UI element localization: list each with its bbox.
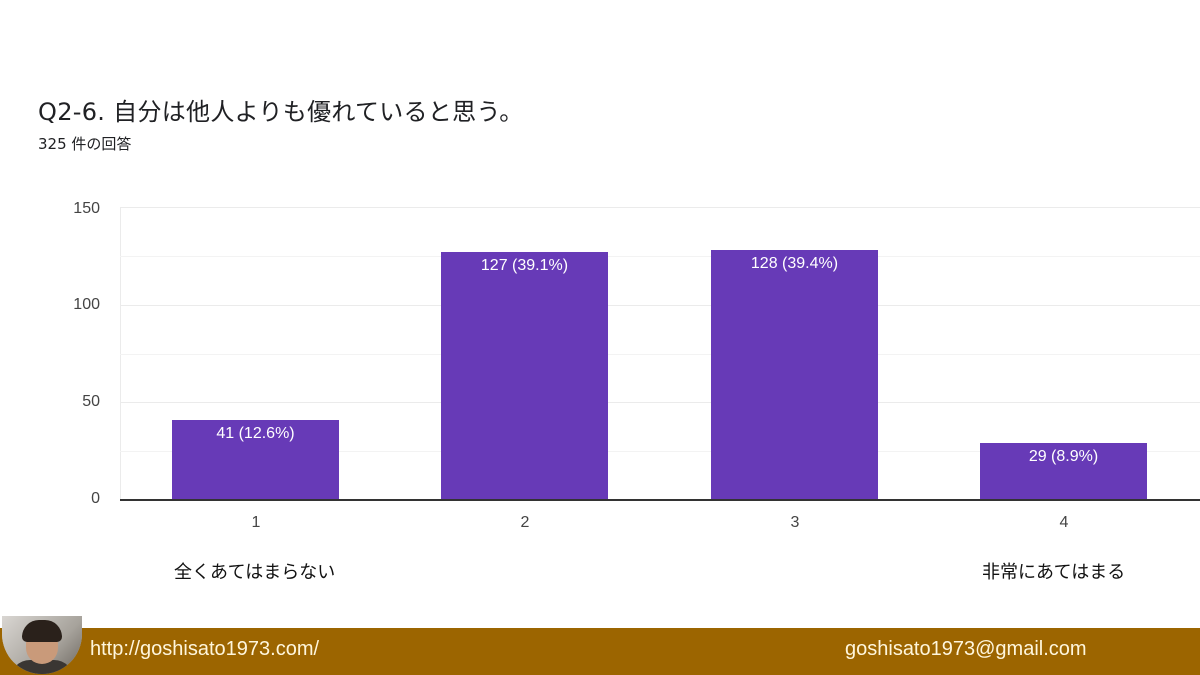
x-tick-2: 2 [520, 514, 530, 531]
bar-4-label: 29 (8.9%) [1028, 448, 1099, 465]
bar-2-label: 127 (39.1%) [480, 257, 569, 274]
y-tick-150: 150 [73, 200, 100, 217]
gridline-75 [120, 354, 1200, 355]
y-tick-100: 100 [73, 296, 100, 313]
footer-email-link[interactable]: goshisato1973@gmail.com [845, 638, 1087, 660]
bar-1-label: 41 (12.6%) [216, 425, 295, 442]
bar-4: 29 (8.9%) [980, 443, 1147, 500]
y-tick-50: 50 [82, 393, 100, 410]
gridline-150 [120, 207, 1200, 208]
gridline-25 [120, 451, 1200, 452]
response-count: 325 件の回答 [38, 135, 132, 153]
gridline-125 [120, 256, 1200, 257]
y-tick-0: 0 [91, 490, 100, 507]
bar-chart-plot-area: 41 (12.6%) 127 (39.1%) 128 (39.4%) 29 (8… [120, 207, 1200, 501]
footer-url-link[interactable]: http://goshisato1973.com/ [90, 638, 320, 660]
x-tick-4: 4 [1059, 514, 1069, 531]
bar-3-label: 128 (39.4%) [750, 255, 839, 272]
gridline-100 [120, 305, 1200, 306]
scale-label-low: 全くあてはまらない [174, 562, 336, 583]
author-avatar [2, 616, 82, 674]
bar-1: 41 (12.6%) [172, 420, 339, 500]
x-tick-3: 3 [790, 514, 800, 531]
y-axis-line [120, 207, 121, 500]
footer-bar: http://goshisato1973.com/ goshisato1973@… [0, 628, 1200, 675]
page-title: Q2-6. 自分は他人よりも優れていると思う。 [38, 98, 524, 126]
scale-label-high: 非常にあてはまる [982, 562, 1126, 583]
gridline-50 [120, 402, 1200, 403]
x-tick-1: 1 [251, 514, 261, 531]
bar-2: 127 (39.1%) [441, 252, 608, 500]
x-axis-line [120, 499, 1200, 501]
bar-3: 128 (39.4%) [711, 250, 878, 500]
